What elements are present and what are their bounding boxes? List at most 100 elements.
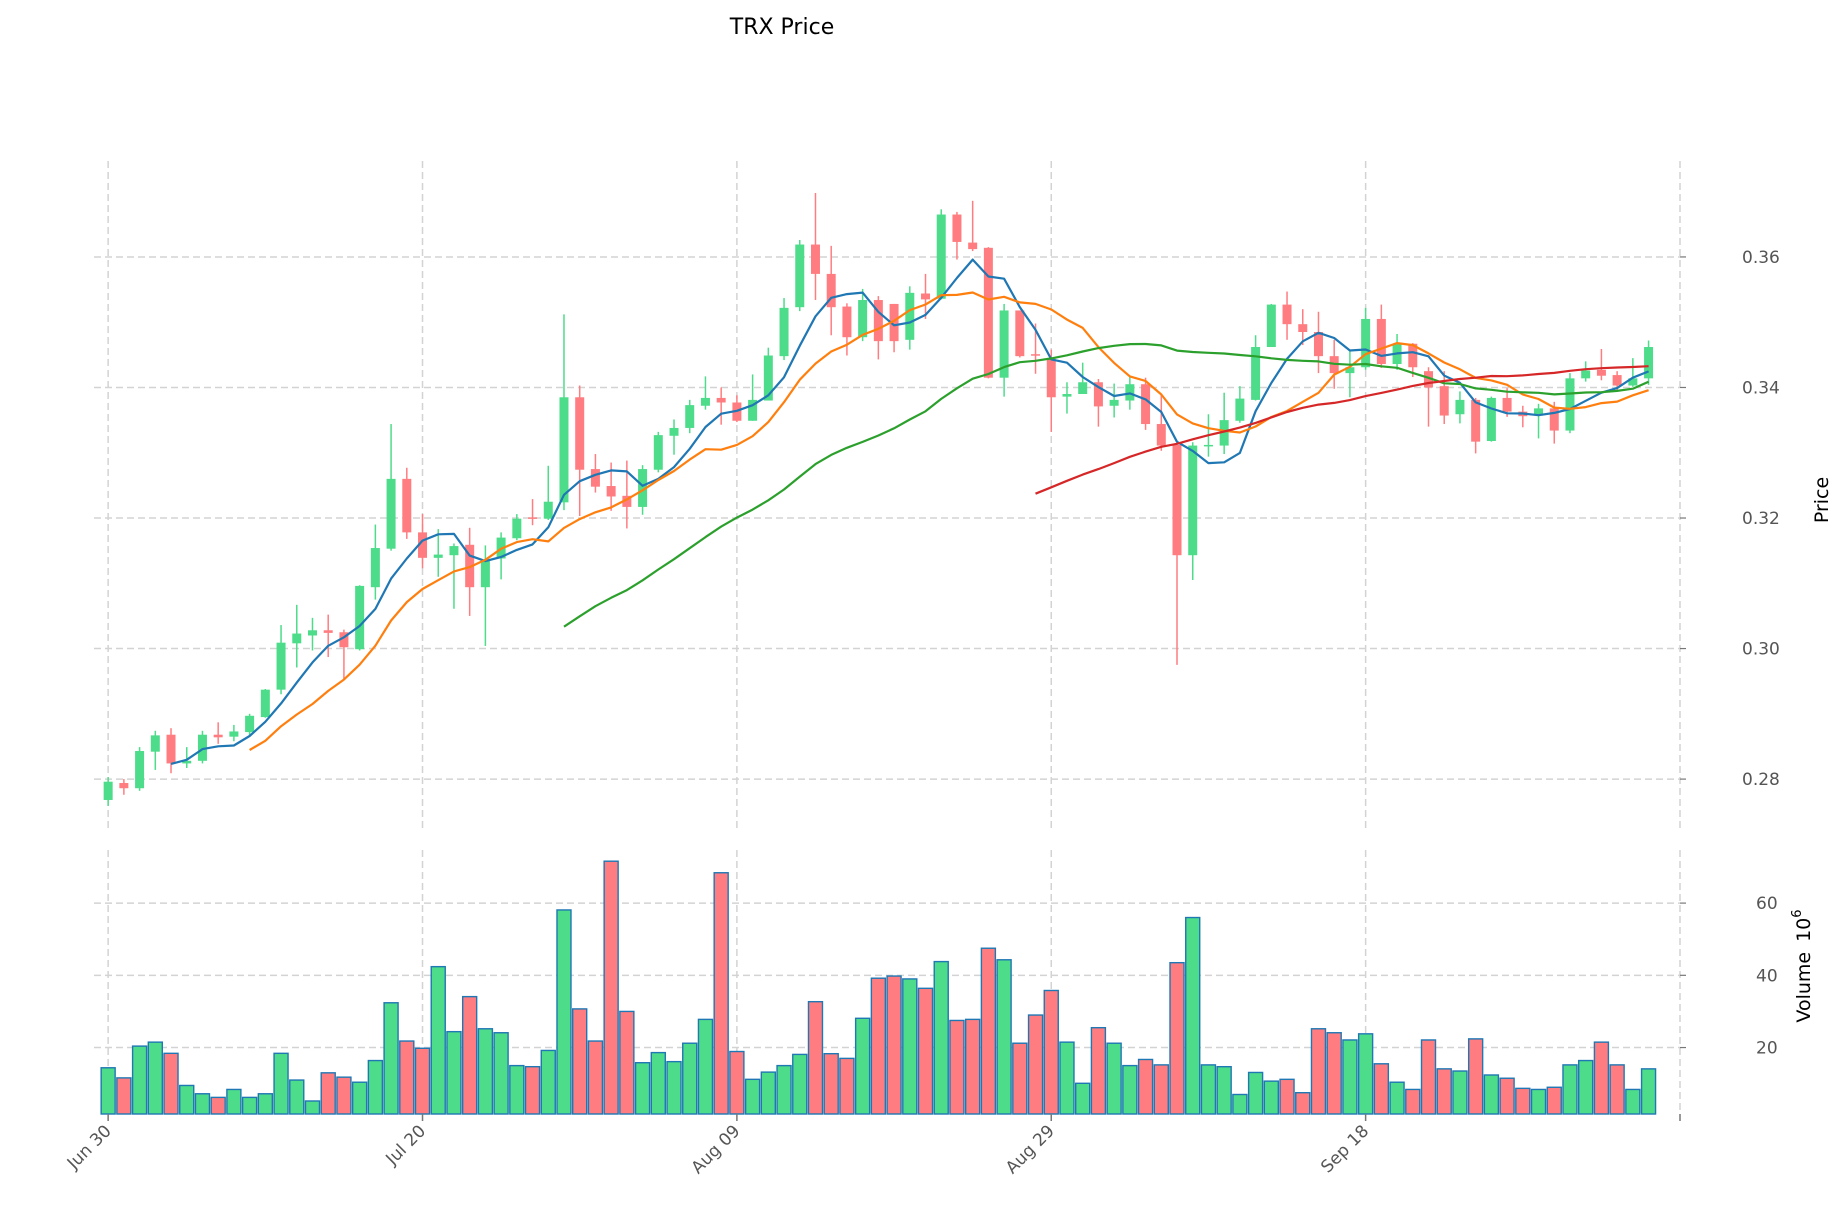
candle-body	[1235, 398, 1245, 421]
volume-bar	[697, 1018, 714, 1115]
volume-bar	[1216, 1065, 1232, 1115]
volume-bar	[509, 1064, 525, 1115]
volume-bar	[917, 987, 934, 1115]
volume-bar	[1279, 1078, 1295, 1115]
candle	[763, 347, 773, 401]
candle	[590, 454, 600, 493]
volume-bar	[1640, 1068, 1657, 1115]
gridlines	[94, 161, 1681, 1114]
candle	[1471, 397, 1481, 454]
candle	[700, 376, 710, 410]
candle	[1455, 391, 1465, 424]
volume-bar	[1090, 1026, 1107, 1115]
candle-body	[1424, 371, 1434, 388]
candle	[575, 385, 585, 517]
candle	[245, 713, 255, 737]
volume-bar	[572, 1008, 588, 1115]
volume-bar	[556, 909, 572, 1115]
candle-body	[1549, 408, 1559, 431]
volume-bar	[1247, 1071, 1264, 1115]
volume-bar	[902, 978, 918, 1115]
volume-bar	[1389, 1081, 1405, 1115]
candle-body	[1141, 384, 1151, 425]
moving-average-30-line	[563, 342, 1650, 628]
candle	[1109, 383, 1119, 418]
candle-body	[1298, 324, 1308, 333]
volume-bar	[540, 1049, 556, 1115]
candle	[748, 374, 758, 421]
volume-bar	[210, 1096, 226, 1115]
volume-bar	[524, 1065, 541, 1115]
candle	[307, 617, 317, 651]
candle-body	[1282, 304, 1292, 325]
candle	[1502, 388, 1512, 417]
candle-body	[842, 306, 852, 338]
volume-bar	[792, 1053, 808, 1115]
price-tick-label: 0.32	[1742, 509, 1780, 529]
volume-bar	[1530, 1088, 1547, 1115]
candle	[512, 514, 522, 541]
candle-body	[858, 300, 868, 338]
volume-bar	[147, 1041, 164, 1115]
candle-body	[590, 469, 600, 487]
volume-bar	[336, 1076, 352, 1115]
candle	[1188, 442, 1198, 581]
candle-body	[213, 734, 223, 738]
candle	[543, 465, 553, 520]
volume-bar	[1200, 1064, 1217, 1115]
volume-bar	[949, 1019, 965, 1115]
volume-bar	[241, 1096, 258, 1115]
date-tick-label: Sep 18	[1317, 1121, 1373, 1177]
candle	[858, 288, 868, 342]
candle-body	[1015, 310, 1025, 357]
candle-body	[606, 486, 616, 497]
candle	[653, 431, 663, 473]
candle	[182, 747, 192, 768]
candle-body	[1266, 304, 1276, 348]
date-tick-label: Jun 30	[63, 1121, 116, 1174]
candle	[1156, 394, 1166, 451]
volume-bar	[854, 1017, 871, 1115]
candle	[276, 625, 286, 695]
candle-body	[1188, 445, 1198, 556]
candle	[795, 239, 805, 312]
chart-title: TRX Price	[729, 15, 834, 40]
volume-bar	[760, 1071, 777, 1115]
candle	[1219, 392, 1229, 455]
price-axis-label: Price	[1811, 477, 1833, 523]
candle-body	[1628, 378, 1638, 386]
volume-axis-label-text: Volume	[1793, 952, 1815, 1023]
volume-bar	[870, 977, 887, 1115]
candle-body	[1439, 386, 1449, 416]
candle-body	[386, 478, 396, 549]
volume-bar	[1452, 1070, 1468, 1115]
volume-bar	[273, 1052, 289, 1115]
candle	[1235, 386, 1245, 423]
volume-bar	[1074, 1082, 1091, 1115]
candle-body	[1486, 397, 1496, 442]
volume-bar	[729, 1050, 745, 1115]
candle-body	[1062, 394, 1072, 397]
moving-average-5-line	[170, 258, 1650, 765]
candle	[842, 303, 852, 356]
candle-body	[653, 435, 663, 470]
candle-body	[355, 585, 365, 650]
candle-body	[229, 731, 239, 737]
volume-bar	[1263, 1080, 1280, 1115]
candle-body	[166, 734, 176, 764]
volume-bar	[933, 960, 949, 1115]
volume-bar	[1373, 1063, 1390, 1115]
candle-body	[983, 247, 993, 378]
volume-bar	[886, 975, 902, 1115]
candle-body	[1502, 397, 1512, 412]
price-tick-label: 0.28	[1742, 770, 1780, 790]
candle-body	[921, 293, 931, 300]
candle-body	[323, 630, 333, 633]
candle	[402, 467, 412, 539]
volume-bar	[1593, 1041, 1610, 1115]
candle-body	[1203, 444, 1213, 447]
volume-bar	[446, 1030, 462, 1115]
volume-bar	[1546, 1086, 1562, 1115]
candle-body	[1156, 424, 1166, 446]
candle	[292, 604, 302, 668]
